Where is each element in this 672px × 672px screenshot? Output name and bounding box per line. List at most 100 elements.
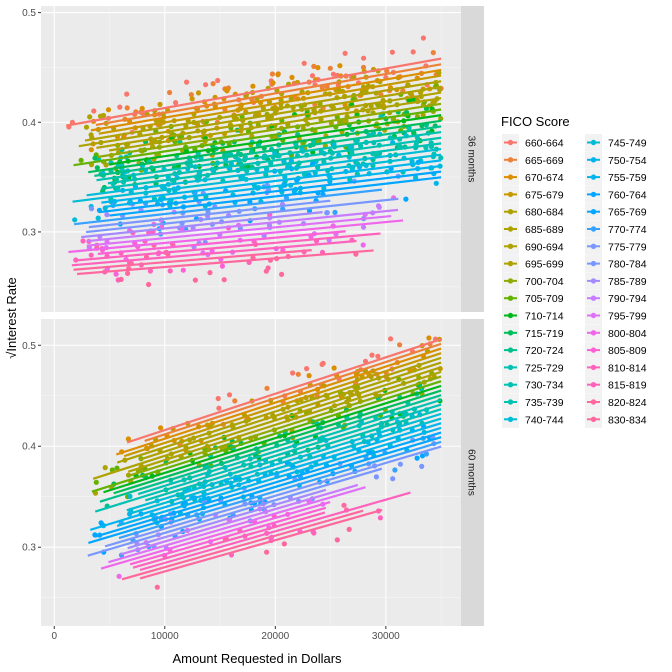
data-point [430,50,436,56]
legend-item: 755-759 [585,168,647,186]
data-point [113,271,119,277]
legend-label: 720-724 [525,345,564,357]
data-point [215,395,221,402]
data-point [125,436,131,442]
legend-label: 785-789 [608,276,647,288]
data-point [180,267,186,273]
legend: FICO Score 660-664 665-669 670-674 675-679 6… [501,114,647,428]
legend-key-point [590,243,597,249]
legend-item: 735-739 [502,393,564,411]
legend-key-point [507,382,514,388]
legend-label: 790-794 [608,293,647,305]
data-point [124,91,130,97]
legend-label: 830-834 [608,414,647,426]
x-tick-label: 30000 [372,631,400,642]
legend-label: 715-719 [525,328,564,340]
fit-line-805-809 [129,506,327,566]
legend-item: 665-669 [502,151,564,169]
fit-line-740-744 [86,147,442,197]
facet-strip [461,319,484,626]
data-point [116,573,122,579]
legend-key-point [590,139,597,146]
data-point [184,79,190,85]
legend-item: 700-704 [502,272,564,290]
y-tick-label: 0.5 [22,8,36,19]
legend-key-point [507,347,514,353]
fit-line-760-764 [98,170,442,214]
data-point [94,165,100,171]
data-point [392,467,398,473]
data-point [410,97,416,103]
legend-key-point [507,416,514,422]
data-point [306,373,312,379]
x-tick-label: 10000 [151,631,179,642]
data-point [269,71,275,77]
legend-key-point [507,191,514,198]
fit-line-785-789 [127,488,327,550]
data-point [203,82,209,88]
data-point [192,277,198,283]
fit-line-820-824 [121,509,364,581]
data-point [207,270,213,276]
legend-key-point [590,191,597,198]
legend-label: 675-679 [525,189,564,201]
fit-line-795-799 [108,486,366,564]
fit-line-775-779 [88,199,331,229]
legend-label: 810-814 [608,362,647,374]
data-point [388,336,394,342]
legend-item: 680-684 [502,203,564,221]
legend-item: 685-689 [502,220,564,238]
fit-line-700-704 [127,375,442,478]
fit-line-795-799 [86,214,392,247]
legend-key-point [507,157,514,163]
fit-line-800-804 [68,219,404,254]
fit-line-685-689 [78,85,442,148]
data-point [321,159,327,165]
data-point [290,370,296,376]
fit-line-745-749 [130,417,442,515]
legend-key-point [590,399,597,405]
data-point [215,77,221,84]
legend-item: 710-714 [502,307,564,324]
data-point [264,549,270,555]
legend-item: 690-694 [502,237,564,255]
legend-key-point [507,139,514,146]
data-point [346,526,352,533]
fit-line-725-729 [137,398,442,496]
fit-line-665-669 [144,342,442,443]
legend-label: 815-819 [608,380,647,392]
data-point [327,65,333,71]
data-point [221,277,227,283]
data-point [332,209,338,215]
data-point [414,455,420,461]
data-point [188,92,194,98]
data-point [281,541,287,547]
fit-line-665-669 [95,63,442,126]
legend-item: 720-724 [502,341,564,359]
sqrt-symbol: √ [4,351,19,359]
data-point [158,425,164,431]
legend-label: 775-779 [608,241,647,253]
panels: 36 months 60 months [41,6,484,626]
legend-key-point [507,399,514,405]
data-point [78,157,84,163]
panel-60-months: 60 months [41,319,484,626]
legend-key-point [590,260,597,267]
legend-item: 745-749 [585,134,647,151]
legend-key-point [507,364,514,371]
legend-label: 730-734 [525,380,564,392]
fit-line-770-774 [118,440,442,540]
fit-line-670-674 [116,347,442,456]
data-point [125,270,131,276]
fit-line-785-789 [81,211,323,239]
fit-line-660-664 [66,57,442,127]
legend-label: 670-674 [525,172,564,184]
legend-item: 750-754 [585,151,647,169]
fit-line-710-714 [108,114,442,166]
legend-key-point [507,312,514,319]
fit-line-700-704 [97,102,442,159]
data-point [157,101,163,107]
legend-key-point [590,295,597,301]
data-point [216,405,222,411]
